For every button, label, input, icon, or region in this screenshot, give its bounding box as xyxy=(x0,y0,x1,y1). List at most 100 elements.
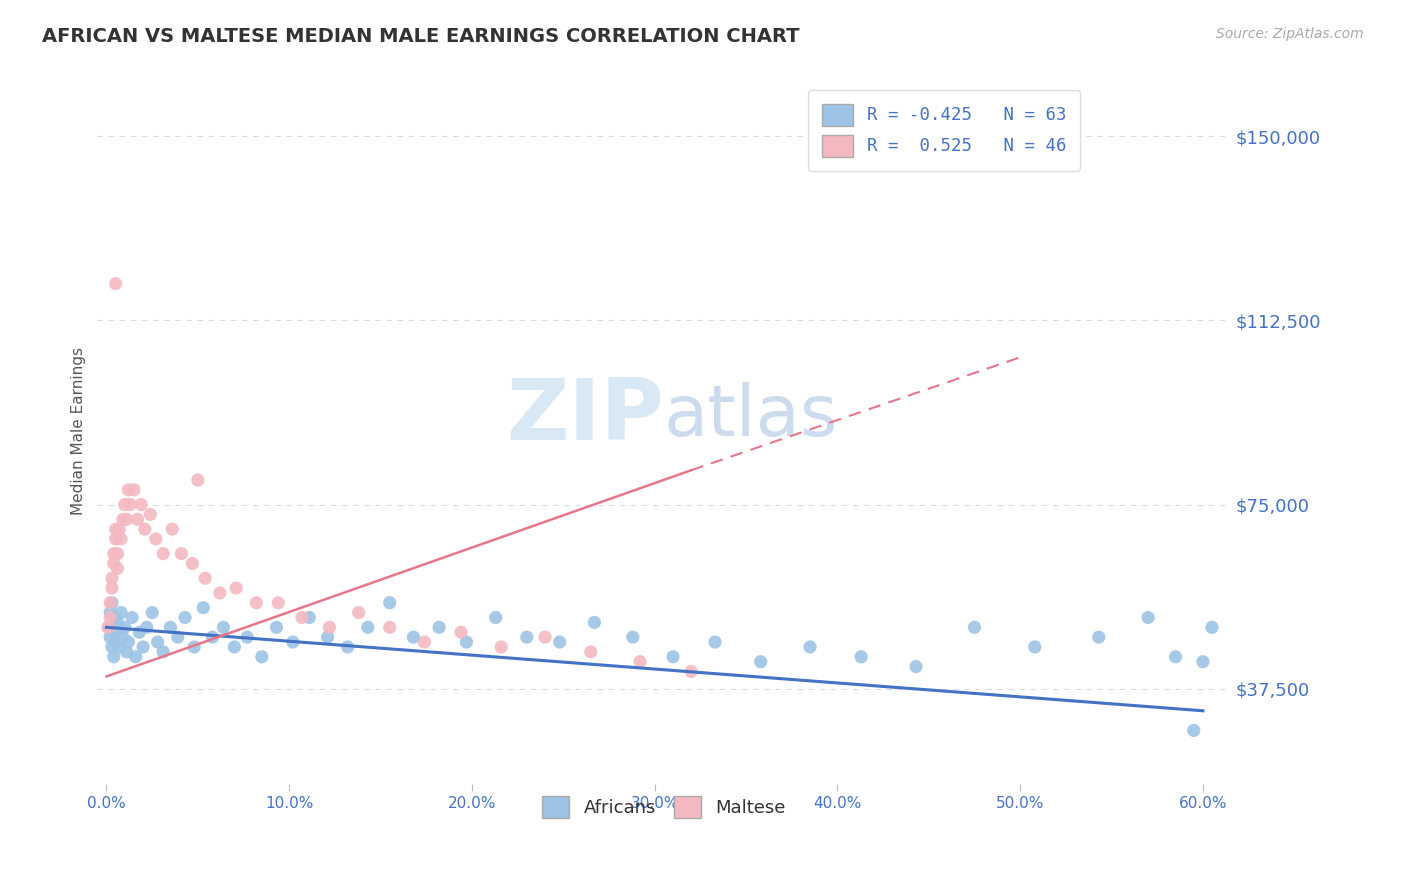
Point xyxy=(128,625,150,640)
Point xyxy=(193,600,215,615)
Text: atlas: atlas xyxy=(664,383,838,451)
Point xyxy=(516,630,538,644)
Point xyxy=(101,640,124,654)
Point xyxy=(1024,640,1046,654)
Point xyxy=(245,596,267,610)
Point xyxy=(141,606,163,620)
Point xyxy=(266,620,288,634)
Point xyxy=(114,498,136,512)
Point xyxy=(318,620,340,634)
Point xyxy=(628,655,651,669)
Point xyxy=(121,610,143,624)
Point xyxy=(132,640,155,654)
Point xyxy=(427,620,450,634)
Point xyxy=(1137,610,1160,624)
Point xyxy=(201,630,224,644)
Point xyxy=(181,557,204,571)
Point xyxy=(162,522,184,536)
Text: ZIP: ZIP xyxy=(506,376,664,458)
Point xyxy=(103,649,125,664)
Point xyxy=(104,522,127,536)
Point xyxy=(122,483,145,497)
Point xyxy=(101,581,124,595)
Point xyxy=(347,606,370,620)
Point xyxy=(98,606,121,620)
Point xyxy=(316,630,339,644)
Point xyxy=(281,635,304,649)
Point xyxy=(250,649,273,664)
Point xyxy=(450,625,472,640)
Point xyxy=(1087,630,1109,644)
Point xyxy=(97,620,120,634)
Point xyxy=(402,630,425,644)
Point xyxy=(224,640,246,654)
Point xyxy=(170,547,193,561)
Point xyxy=(799,640,821,654)
Point xyxy=(208,586,231,600)
Point xyxy=(115,645,138,659)
Point xyxy=(152,645,174,659)
Point xyxy=(104,277,127,291)
Point xyxy=(107,615,129,630)
Point xyxy=(145,532,167,546)
Point xyxy=(111,512,134,526)
Point xyxy=(1164,649,1187,664)
Point xyxy=(107,561,129,575)
Point xyxy=(134,522,156,536)
Point xyxy=(103,557,125,571)
Point xyxy=(135,620,157,634)
Point xyxy=(212,620,235,634)
Point xyxy=(104,635,127,649)
Point xyxy=(267,596,290,610)
Point xyxy=(115,512,138,526)
Point xyxy=(662,649,685,664)
Point xyxy=(905,659,928,673)
Point xyxy=(159,620,181,634)
Point xyxy=(534,630,557,644)
Text: AFRICAN VS MALTESE MEDIAN MALE EARNINGS CORRELATION CHART: AFRICAN VS MALTESE MEDIAN MALE EARNINGS … xyxy=(42,27,800,45)
Point xyxy=(101,571,124,585)
Point xyxy=(583,615,606,630)
Point xyxy=(107,547,129,561)
Point xyxy=(110,532,132,546)
Point xyxy=(851,649,873,664)
Point xyxy=(120,498,142,512)
Point xyxy=(378,620,401,634)
Point xyxy=(129,498,152,512)
Point xyxy=(97,620,120,634)
Point xyxy=(236,630,259,644)
Point xyxy=(108,640,131,654)
Point xyxy=(174,610,197,624)
Point xyxy=(291,610,314,624)
Point xyxy=(98,610,121,624)
Point xyxy=(548,635,571,649)
Point xyxy=(146,635,169,649)
Point xyxy=(225,581,247,595)
Point xyxy=(114,620,136,634)
Point xyxy=(117,635,139,649)
Point xyxy=(111,630,134,644)
Point xyxy=(1182,723,1205,738)
Point xyxy=(749,655,772,669)
Point xyxy=(681,665,703,679)
Point xyxy=(98,596,121,610)
Point xyxy=(108,522,131,536)
Point xyxy=(489,640,512,654)
Y-axis label: Median Male Earnings: Median Male Earnings xyxy=(72,347,86,515)
Point xyxy=(485,610,508,624)
Point xyxy=(378,596,401,610)
Point xyxy=(104,532,127,546)
Point xyxy=(621,630,644,644)
Text: Source: ZipAtlas.com: Source: ZipAtlas.com xyxy=(1216,27,1364,41)
Point xyxy=(704,635,727,649)
Point xyxy=(963,620,986,634)
Point xyxy=(1201,620,1223,634)
Point xyxy=(117,483,139,497)
Point xyxy=(357,620,380,634)
Point xyxy=(127,512,149,526)
Point xyxy=(110,606,132,620)
Point xyxy=(166,630,188,644)
Point xyxy=(101,596,124,610)
Point xyxy=(103,547,125,561)
Legend: Africans, Maltese: Africans, Maltese xyxy=(534,789,793,825)
